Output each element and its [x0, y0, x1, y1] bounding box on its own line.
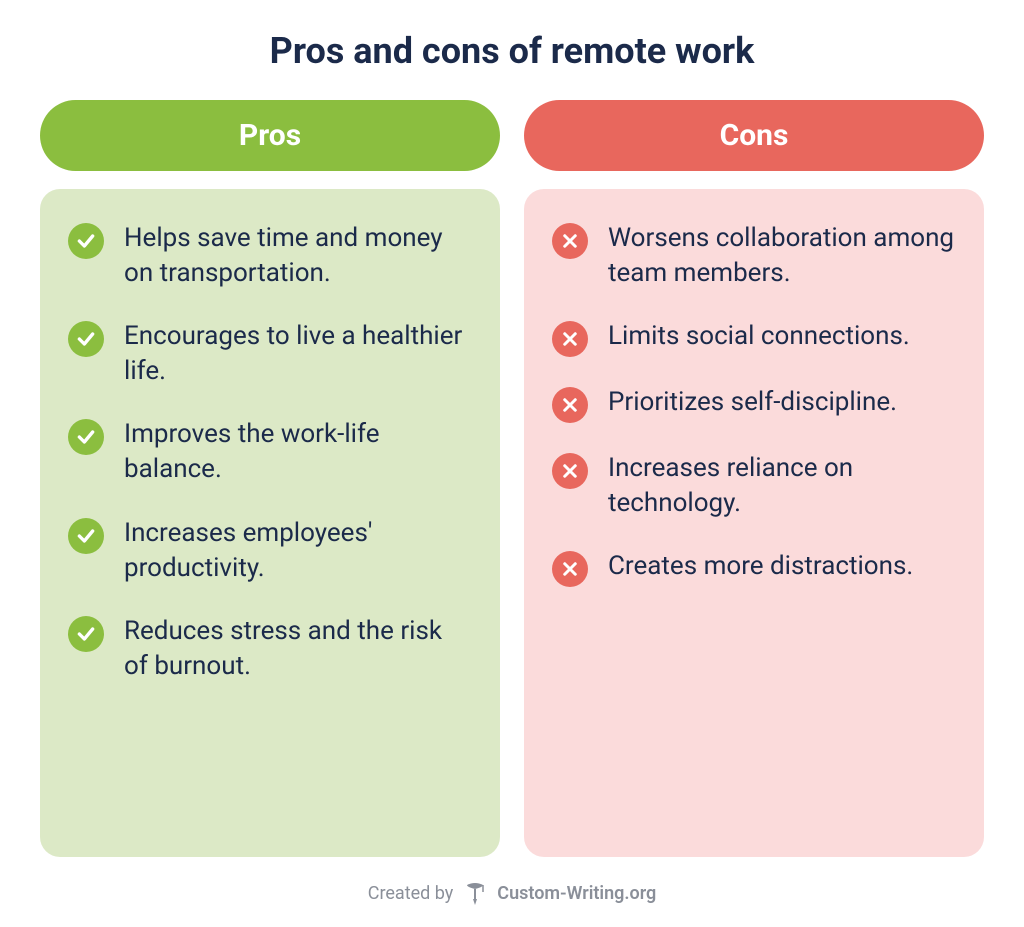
pros-item: Increases employees' productivity. — [68, 516, 472, 586]
cons-item-text: Prioritizes self-discipline. — [608, 385, 897, 420]
page-title: Pros and cons of remote work — [40, 30, 984, 72]
pros-item-text: Increases employees' productivity. — [124, 516, 472, 586]
cons-item-text: Increases reliance on technology. — [608, 451, 956, 521]
cons-header: Cons — [524, 100, 984, 171]
pros-item: Helps save time and money on transportat… — [68, 221, 472, 291]
cross-icon — [552, 223, 588, 259]
pros-item-text: Reduces stress and the risk of burnout. — [124, 614, 472, 684]
pros-item: Encourages to live a healthier life. — [68, 319, 472, 389]
cons-column: Cons Worsens collaboration among team me… — [524, 100, 984, 857]
check-icon — [68, 419, 104, 455]
check-icon — [68, 518, 104, 554]
cons-panel: Worsens collaboration among team members… — [524, 189, 984, 857]
check-icon — [68, 616, 104, 652]
cross-icon — [552, 321, 588, 357]
footer: Created by Custom-Writing.org — [40, 879, 984, 907]
cons-item: Increases reliance on technology. — [552, 451, 956, 521]
cons-item: Creates more distractions. — [552, 549, 956, 587]
cross-icon — [552, 387, 588, 423]
pros-column: Pros Helps save time and money on transp… — [40, 100, 500, 857]
pros-item: Reduces stress and the risk of burnout. — [68, 614, 472, 684]
footer-created-by: Created by — [368, 883, 454, 904]
footer-brand: Custom-Writing.org — [497, 883, 656, 904]
pros-item-text: Encourages to live a healthier life. — [124, 319, 472, 389]
pros-item: Improves the work-life balance. — [68, 417, 472, 487]
pros-header: Pros — [40, 100, 500, 171]
pros-item-text: Helps save time and money on transportat… — [124, 221, 472, 291]
cons-item: Limits social connections. — [552, 319, 956, 357]
pros-panel: Helps save time and money on transportat… — [40, 189, 500, 857]
cross-icon — [552, 453, 588, 489]
cons-item: Worsens collaboration among team members… — [552, 221, 956, 291]
check-icon — [68, 223, 104, 259]
cons-item: Prioritizes self-discipline. — [552, 385, 956, 423]
columns-container: Pros Helps save time and money on transp… — [40, 100, 984, 857]
pros-item-text: Improves the work-life balance. — [124, 417, 472, 487]
footer-logo-icon — [463, 879, 487, 907]
cons-item-text: Limits social connections. — [608, 319, 910, 354]
cross-icon — [552, 551, 588, 587]
check-icon — [68, 321, 104, 357]
cons-item-text: Creates more distractions. — [608, 549, 913, 584]
cons-item-text: Worsens collaboration among team members… — [608, 221, 956, 291]
